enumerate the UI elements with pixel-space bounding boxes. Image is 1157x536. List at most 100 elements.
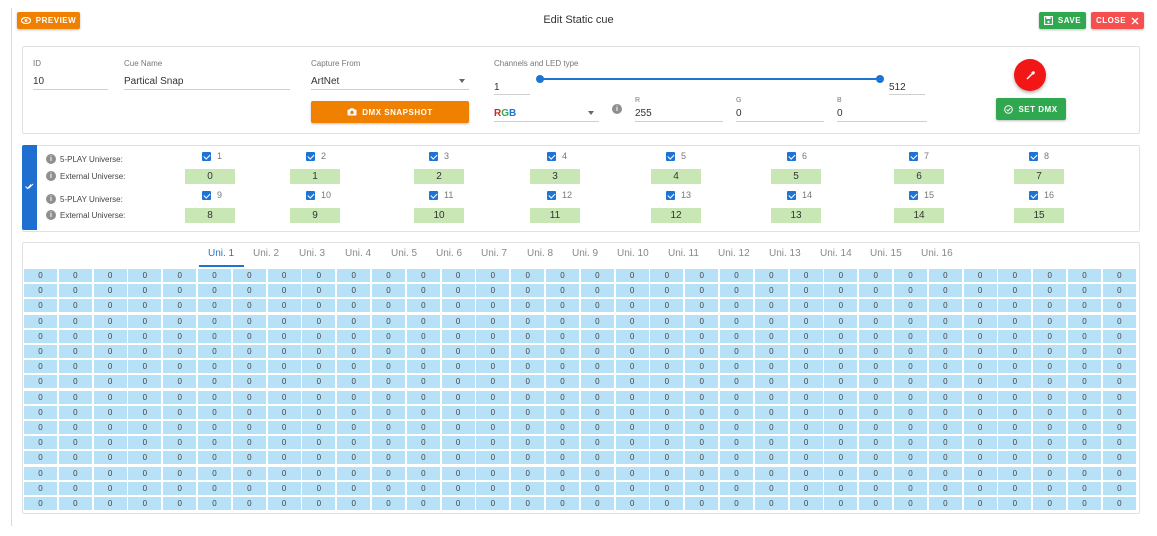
tab-uni-5[interactable]: Uni. 5 <box>391 248 418 259</box>
dmx-channel-cell[interactable]: 0 <box>789 345 823 358</box>
dmx-channel-cell[interactable]: 0 <box>1102 269 1136 282</box>
dmx-snapshot-button[interactable]: DMX SNAPSHOT <box>311 101 469 123</box>
dmx-channel-cell[interactable]: 0 <box>615 299 649 313</box>
dmx-channel-cell[interactable]: 0 <box>163 497 197 510</box>
dmx-channel-cell[interactable]: 0 <box>824 466 858 480</box>
dmx-channel-cell[interactable]: 0 <box>546 451 579 465</box>
dmx-channel-cell[interactable]: 0 <box>267 466 301 480</box>
dmx-channel-cell[interactable]: 0 <box>128 497 162 510</box>
dmx-channel-cell[interactable]: 0 <box>58 421 92 434</box>
dmx-channel-cell[interactable]: 0 <box>650 345 684 358</box>
dmx-channel-cell[interactable]: 0 <box>789 329 823 343</box>
dmx-channel-cell[interactable]: 0 <box>441 497 475 510</box>
dmx-channel-cell[interactable]: 0 <box>1033 375 1067 389</box>
dmx-channel-cell[interactable]: 0 <box>93 421 127 434</box>
dmx-channel-cell[interactable]: 0 <box>511 375 545 389</box>
dmx-channel-cell[interactable]: 0 <box>302 405 336 419</box>
dmx-channel-cell[interactable]: 0 <box>441 390 475 404</box>
dmx-channel-cell[interactable]: 0 <box>24 345 57 358</box>
dmx-channel-cell[interactable]: 0 <box>302 345 336 358</box>
dmx-channel-cell[interactable]: 0 <box>302 466 336 480</box>
dmx-channel-cell[interactable]: 0 <box>58 299 92 313</box>
dmx-channel-cell[interactable]: 0 <box>1033 451 1067 465</box>
dmx-channel-cell[interactable]: 0 <box>650 497 684 510</box>
dmx-channel-cell[interactable]: 0 <box>511 451 545 465</box>
dmx-channel-cell[interactable]: 0 <box>1033 390 1067 404</box>
dmx-channel-cell[interactable]: 0 <box>511 345 545 358</box>
dmx-channel-cell[interactable]: 0 <box>928 405 962 419</box>
dmx-channel-cell[interactable]: 0 <box>1068 284 1101 298</box>
dmx-channel-cell[interactable]: 0 <box>372 466 405 480</box>
dmx-channel-cell[interactable]: 0 <box>476 329 510 343</box>
dmx-channel-cell[interactable]: 0 <box>476 405 510 419</box>
dmx-channel-cell[interactable]: 0 <box>894 481 927 495</box>
dmx-channel-cell[interactable]: 0 <box>406 451 440 465</box>
dmx-channel-cell[interactable]: 0 <box>232 375 266 389</box>
dmx-channel-cell[interactable]: 0 <box>128 466 162 480</box>
dmx-channel-cell[interactable]: 0 <box>302 375 336 389</box>
dmx-channel-cell[interactable]: 0 <box>650 466 684 480</box>
dmx-channel-cell[interactable]: 0 <box>406 497 440 510</box>
dmx-channel-cell[interactable]: 0 <box>198 451 231 465</box>
dmx-channel-cell[interactable]: 0 <box>93 436 127 450</box>
dmx-channel-cell[interactable]: 0 <box>963 329 997 343</box>
dmx-channel-cell[interactable]: 0 <box>1068 466 1101 480</box>
dmx-channel-cell[interactable]: 0 <box>824 375 858 389</box>
dmx-channel-cell[interactable]: 0 <box>163 299 197 313</box>
dmx-channel-cell[interactable]: 0 <box>615 390 649 404</box>
dmx-channel-cell[interactable]: 0 <box>128 481 162 495</box>
dmx-channel-cell[interactable]: 0 <box>824 299 858 313</box>
dmx-channel-cell[interactable]: 0 <box>267 451 301 465</box>
dmx-channel-cell[interactable]: 0 <box>894 451 927 465</box>
dmx-channel-cell[interactable]: 0 <box>128 360 162 374</box>
dmx-channel-cell[interactable]: 0 <box>267 299 301 313</box>
dmx-channel-cell[interactable]: 0 <box>24 481 57 495</box>
dmx-channel-cell[interactable]: 0 <box>963 284 997 298</box>
universe-checkbox[interactable] <box>202 152 211 161</box>
dmx-channel-cell[interactable]: 0 <box>546 497 579 510</box>
dmx-channel-cell[interactable]: 0 <box>337 481 371 495</box>
dmx-channel-cell[interactable]: 0 <box>372 269 405 282</box>
external-universe-field[interactable]: 2 <box>414 169 464 184</box>
dmx-channel-cell[interactable]: 0 <box>372 390 405 404</box>
b-field[interactable]: 0 <box>837 108 843 119</box>
universe-checkbox[interactable] <box>1029 152 1038 161</box>
dmx-channel-cell[interactable]: 0 <box>441 314 475 328</box>
dmx-channel-cell[interactable]: 0 <box>928 345 962 358</box>
dmx-channel-cell[interactable]: 0 <box>476 466 510 480</box>
dmx-channel-cell[interactable]: 0 <box>302 284 336 298</box>
tab-uni-3[interactable]: Uni. 3 <box>299 248 326 259</box>
dmx-channel-cell[interactable]: 0 <box>824 436 858 450</box>
dmx-channel-cell[interactable]: 0 <box>824 481 858 495</box>
external-universe-field[interactable]: 3 <box>530 169 580 184</box>
dmx-channel-cell[interactable]: 0 <box>198 405 231 419</box>
dmx-channel-cell[interactable]: 0 <box>824 497 858 510</box>
dmx-channel-cell[interactable]: 0 <box>615 314 649 328</box>
dmx-channel-cell[interactable]: 0 <box>928 451 962 465</box>
dmx-channel-cell[interactable]: 0 <box>963 405 997 419</box>
dmx-channel-cell[interactable]: 0 <box>1102 497 1136 510</box>
dmx-channel-cell[interactable]: 0 <box>267 405 301 419</box>
dmx-channel-cell[interactable]: 0 <box>93 375 127 389</box>
dmx-channel-cell[interactable]: 0 <box>963 299 997 313</box>
dmx-channel-cell[interactable]: 0 <box>650 421 684 434</box>
dmx-channel-cell[interactable]: 0 <box>406 375 440 389</box>
dmx-channel-cell[interactable]: 0 <box>406 299 440 313</box>
dmx-channel-cell[interactable]: 0 <box>859 329 893 343</box>
dmx-channel-cell[interactable]: 0 <box>615 481 649 495</box>
dmx-channel-cell[interactable]: 0 <box>685 329 719 343</box>
dmx-channel-cell[interactable]: 0 <box>232 269 266 282</box>
dmx-channel-cell[interactable]: 0 <box>198 421 231 434</box>
dmx-channel-cell[interactable]: 0 <box>232 345 266 358</box>
dmx-channel-cell[interactable]: 0 <box>685 345 719 358</box>
dmx-channel-cell[interactable]: 0 <box>128 436 162 450</box>
dmx-channel-cell[interactable]: 0 <box>232 360 266 374</box>
dmx-channel-cell[interactable]: 0 <box>824 284 858 298</box>
dmx-channel-cell[interactable]: 0 <box>928 390 962 404</box>
save-button[interactable]: SAVE <box>1039 12 1086 29</box>
dmx-channel-cell[interactable]: 0 <box>580 497 614 510</box>
dmx-channel-cell[interactable]: 0 <box>963 497 997 510</box>
dmx-channel-cell[interactable]: 0 <box>1033 421 1067 434</box>
universe-checkbox[interactable] <box>666 191 675 200</box>
universe-checkbox[interactable] <box>202 191 211 200</box>
